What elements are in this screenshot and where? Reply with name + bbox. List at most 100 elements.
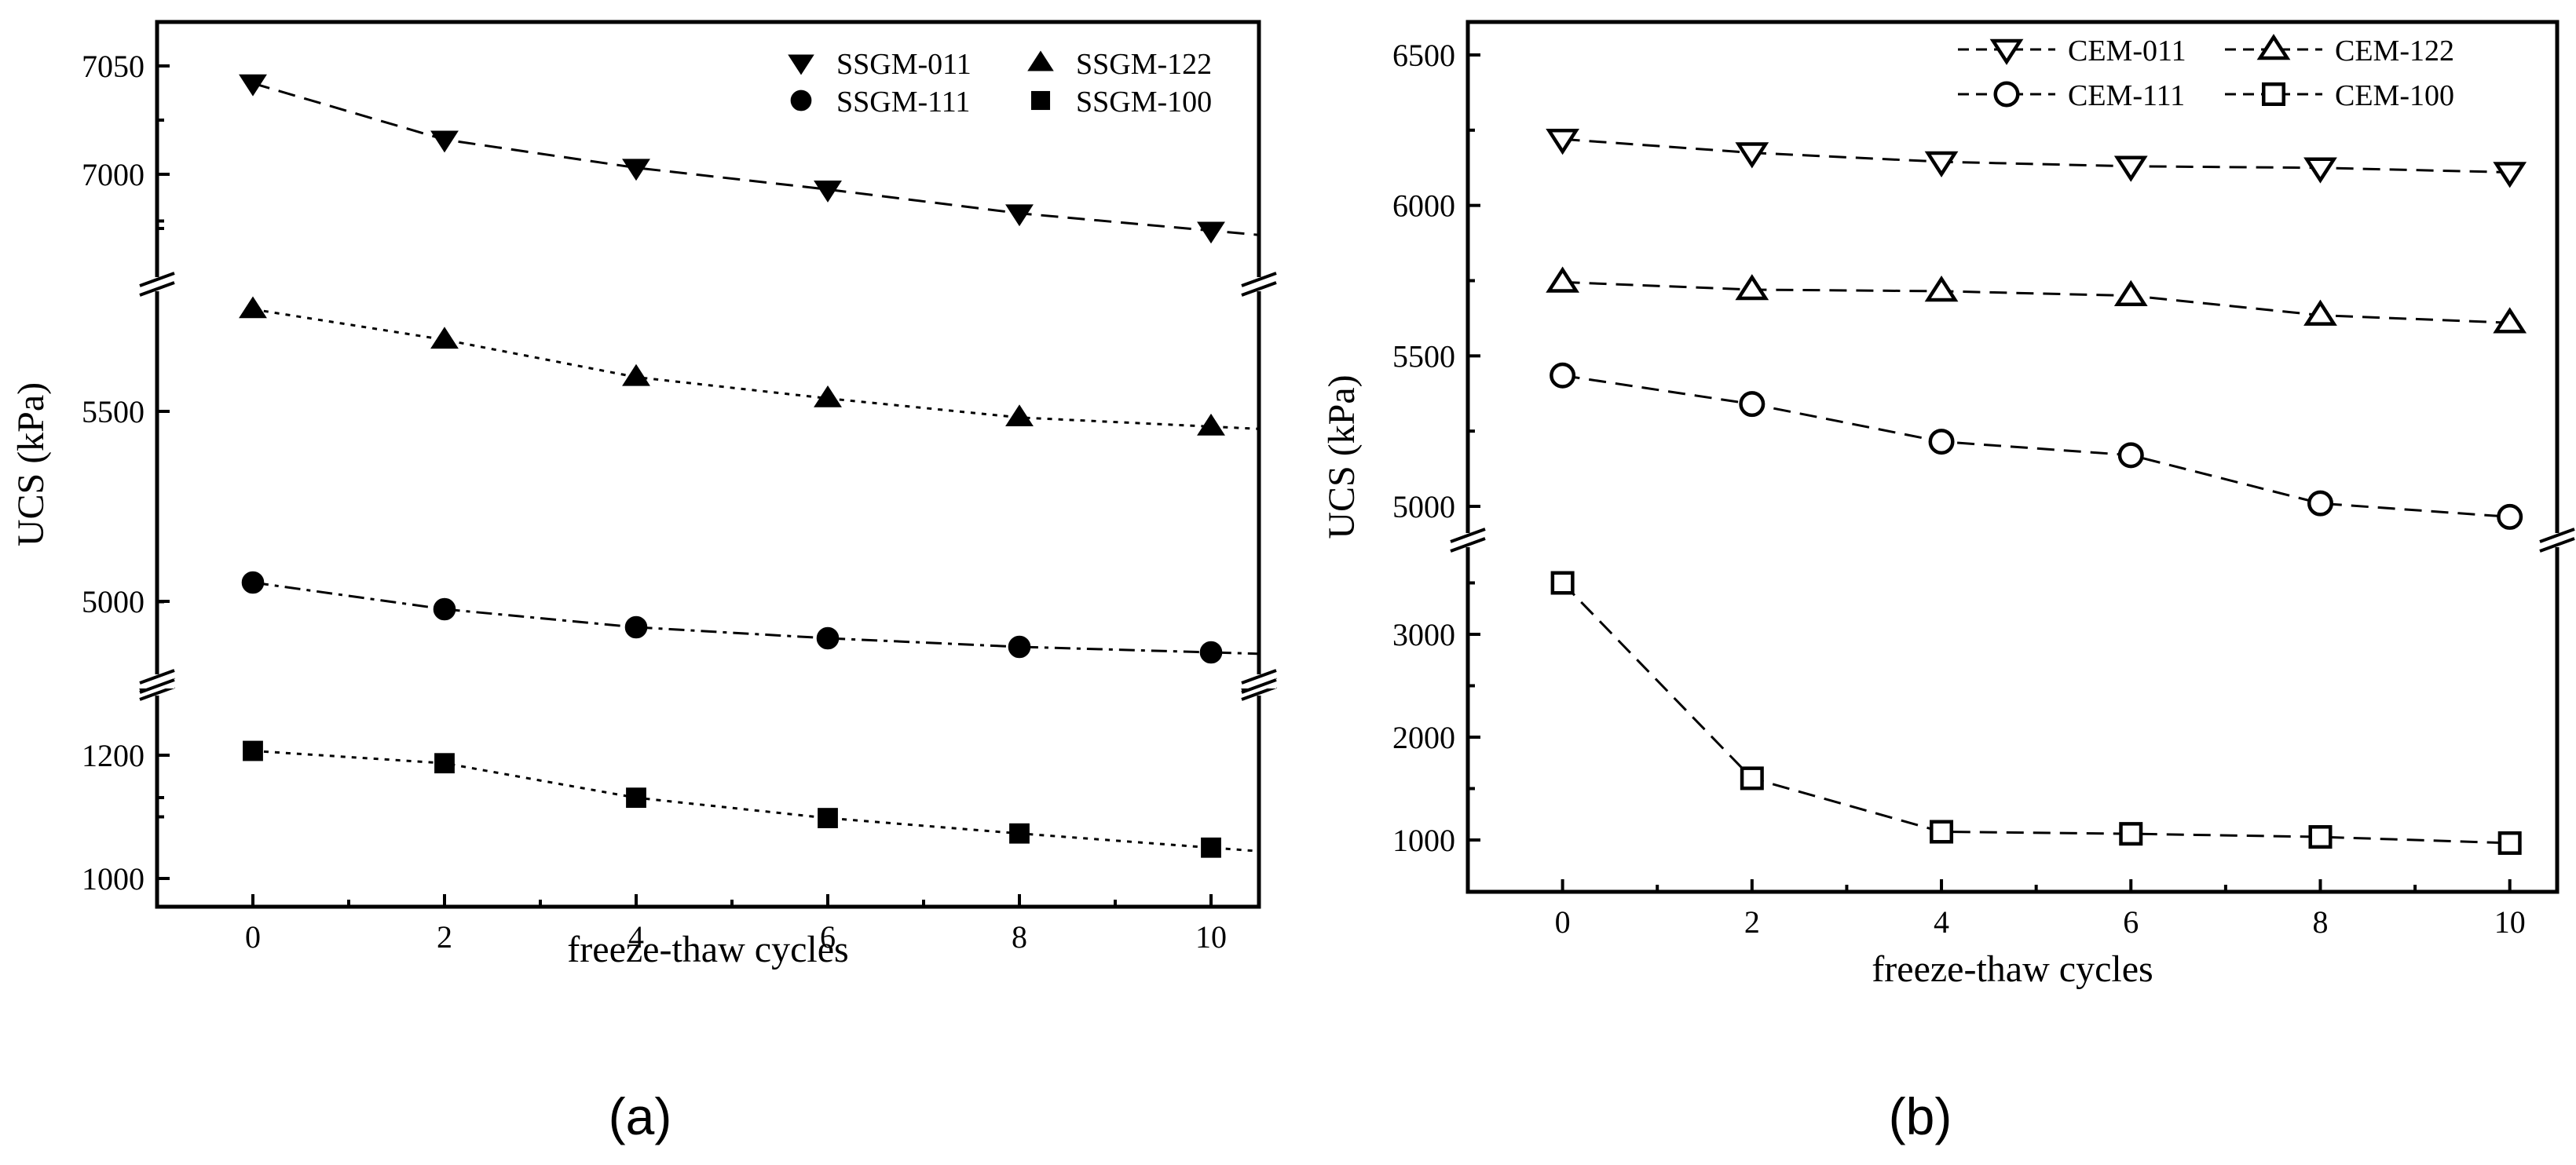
data-point-ssgm-122-x0 (239, 296, 267, 319)
legend-label: CEM-100 (2335, 79, 2454, 112)
panel-label-a: (a) (609, 1087, 672, 1145)
y-axis-title: UCS (kPa) (10, 382, 52, 546)
data-point-ssgm-122-x8 (1005, 404, 1034, 427)
axis-break-right-b-0-line-lower (2539, 537, 2575, 553)
data-point-ssgm-100-x4 (626, 787, 646, 809)
y-tick-label: 5500 (82, 394, 145, 429)
data-point-cem-122-x4 (1924, 276, 1959, 302)
data-point-cem-100-x10 (2497, 831, 2522, 855)
legend-item-cem-100: CEM-100 (2225, 79, 2454, 112)
data-point-cem-122-x0 (1546, 266, 1579, 293)
legend-marker (1027, 50, 1054, 71)
y-axis-a: 7000 7050 5500 5000 1000 1200 (82, 49, 170, 897)
data-point-ssgm-122-x4 (622, 363, 650, 386)
series-group-a (239, 74, 1258, 858)
data-point-cem-122-x6 (2113, 279, 2148, 306)
data-point-ssgm-100-x2 (434, 753, 455, 774)
axis-break-left-a-2 (139, 669, 175, 694)
axis-break-right-a-2 (1241, 669, 1277, 694)
data-point-ssgm-111-x0 (241, 571, 265, 594)
legend-marker (1993, 81, 2020, 108)
legend-label: CEM-011 (2068, 35, 2186, 68)
data-point-cem-100-x8 (2308, 825, 2333, 849)
plot-frame-a (155, 20, 1261, 909)
axis-break-left-a-0-line-lower (139, 281, 175, 297)
data-point-cem-011-x8 (2303, 157, 2337, 184)
y-tick-label: 7000 (82, 157, 145, 192)
data-point-cem-111-x4 (1928, 429, 1955, 455)
x-tick-label: 10 (2494, 904, 2526, 940)
x-axis-a: 0 2 4 6 8 10 (245, 894, 1227, 955)
y-tick-label: 5000 (82, 584, 145, 619)
x-tick-label: 6 (2123, 904, 2139, 940)
data-point-ssgm-122-x6 (814, 385, 842, 407)
series-line-ssgm-100 (252, 750, 1258, 853)
legend-b: CEM-011 CEM-122 CEM-111 CEM-100 (1958, 34, 2454, 112)
data-point-ssgm-011-x4 (622, 159, 650, 181)
x-axis-title: freeze-thaw cycles (567, 929, 848, 970)
legend-item-ssgm-100: SSGM-100 (1030, 86, 1212, 119)
data-point-ssgm-111-x6 (816, 626, 840, 650)
legend-item-cem-111: CEM-111 (1958, 79, 2185, 112)
data-point-ssgm-011-x6 (814, 181, 842, 203)
data-point-cem-100-x4 (1930, 820, 1954, 844)
axis-break-right-a-0-line-lower (1241, 281, 1277, 297)
data-point-ssgm-111-x8 (1008, 635, 1031, 659)
data-point-cem-011-x10 (2493, 162, 2527, 188)
y-tick-label: 6000 (1392, 188, 1455, 224)
series-line-cem-122 (1562, 280, 2510, 324)
series-line-cem-100 (1561, 582, 2510, 845)
data-point-cem-100-x0 (1550, 571, 1575, 595)
x-axis-title: freeze-thaw cycles (1872, 948, 2153, 990)
axis-break-right-a-2-line-upper (1241, 669, 1277, 685)
x-tick-label: 2 (437, 919, 452, 955)
axis-break-left-b-0-line-lower (1450, 537, 1486, 553)
data-point-cem-122-x2 (1735, 274, 1769, 301)
axis-break-left-a-2-line-upper (139, 669, 175, 685)
series-line-cem-111 (1562, 374, 2510, 518)
axis-break-left-b-0-gap (1451, 533, 1485, 547)
data-point-cem-011-x2 (1735, 142, 1769, 169)
legend-a: SSGM-011 SSGM-122 SSGM-111 SSGM-100 (788, 48, 1212, 119)
legend-marker (2262, 82, 2285, 106)
data-point-cem-100-x6 (2119, 822, 2143, 846)
axis-break-left-a-2-gap (140, 674, 174, 688)
x-axis-b: 0 2 4 6 8 10 (1555, 879, 2526, 940)
y-tick-label: 2000 (1392, 720, 1455, 755)
panel-label-b: (b) (1889, 1087, 1952, 1145)
axis-break-right-a-0-line-upper (1241, 272, 1277, 287)
axis-break-right-a-0-gap (1242, 277, 1276, 291)
legend-label: SSGM-011 (836, 48, 971, 81)
y-tick-label: 5500 (1392, 338, 1455, 374)
data-point-cem-011-x0 (1546, 129, 1579, 155)
legend-label: CEM-111 (2068, 79, 2185, 112)
legend-label: CEM-122 (2335, 35, 2454, 68)
data-point-ssgm-111-x4 (624, 615, 648, 639)
data-point-cem-122-x10 (2493, 307, 2527, 334)
axis-break-right-a-2-line-lower (1241, 678, 1277, 694)
data-point-ssgm-111-x10 (1199, 641, 1223, 664)
axis-break-left-b-0-line-upper (1450, 528, 1486, 543)
plot-frame-b (1465, 20, 2560, 894)
data-point-cem-011-x6 (2113, 155, 2148, 182)
series-group-b (1546, 129, 2527, 855)
y-tick-label: 6500 (1392, 38, 1455, 73)
data-point-cem-122-x8 (2303, 299, 2337, 326)
legend-marker (1989, 38, 2024, 65)
data-point-cem-111-x10 (2497, 503, 2523, 530)
legend-item-ssgm-011: SSGM-011 (788, 48, 971, 81)
axis-break-left-a-0-line-upper (139, 272, 175, 287)
axis-break-right-b-0-line-upper (2539, 528, 2575, 543)
data-point-ssgm-100-x8 (1009, 823, 1030, 844)
legend-item-cem-122: CEM-122 (2225, 34, 2454, 68)
legend-label: SSGM-100 (1076, 86, 1212, 119)
x-tick-label: 0 (245, 919, 261, 955)
axis-break-left-a-1-line-lower (139, 685, 175, 701)
x-tick-label: 0 (1555, 904, 1571, 940)
data-point-ssgm-122-x2 (430, 327, 459, 349)
axis-break-left-a-0 (139, 272, 175, 297)
axis-break-right-a-1-line-lower (1241, 685, 1277, 701)
axis-break-right-b-0 (2539, 528, 2575, 553)
